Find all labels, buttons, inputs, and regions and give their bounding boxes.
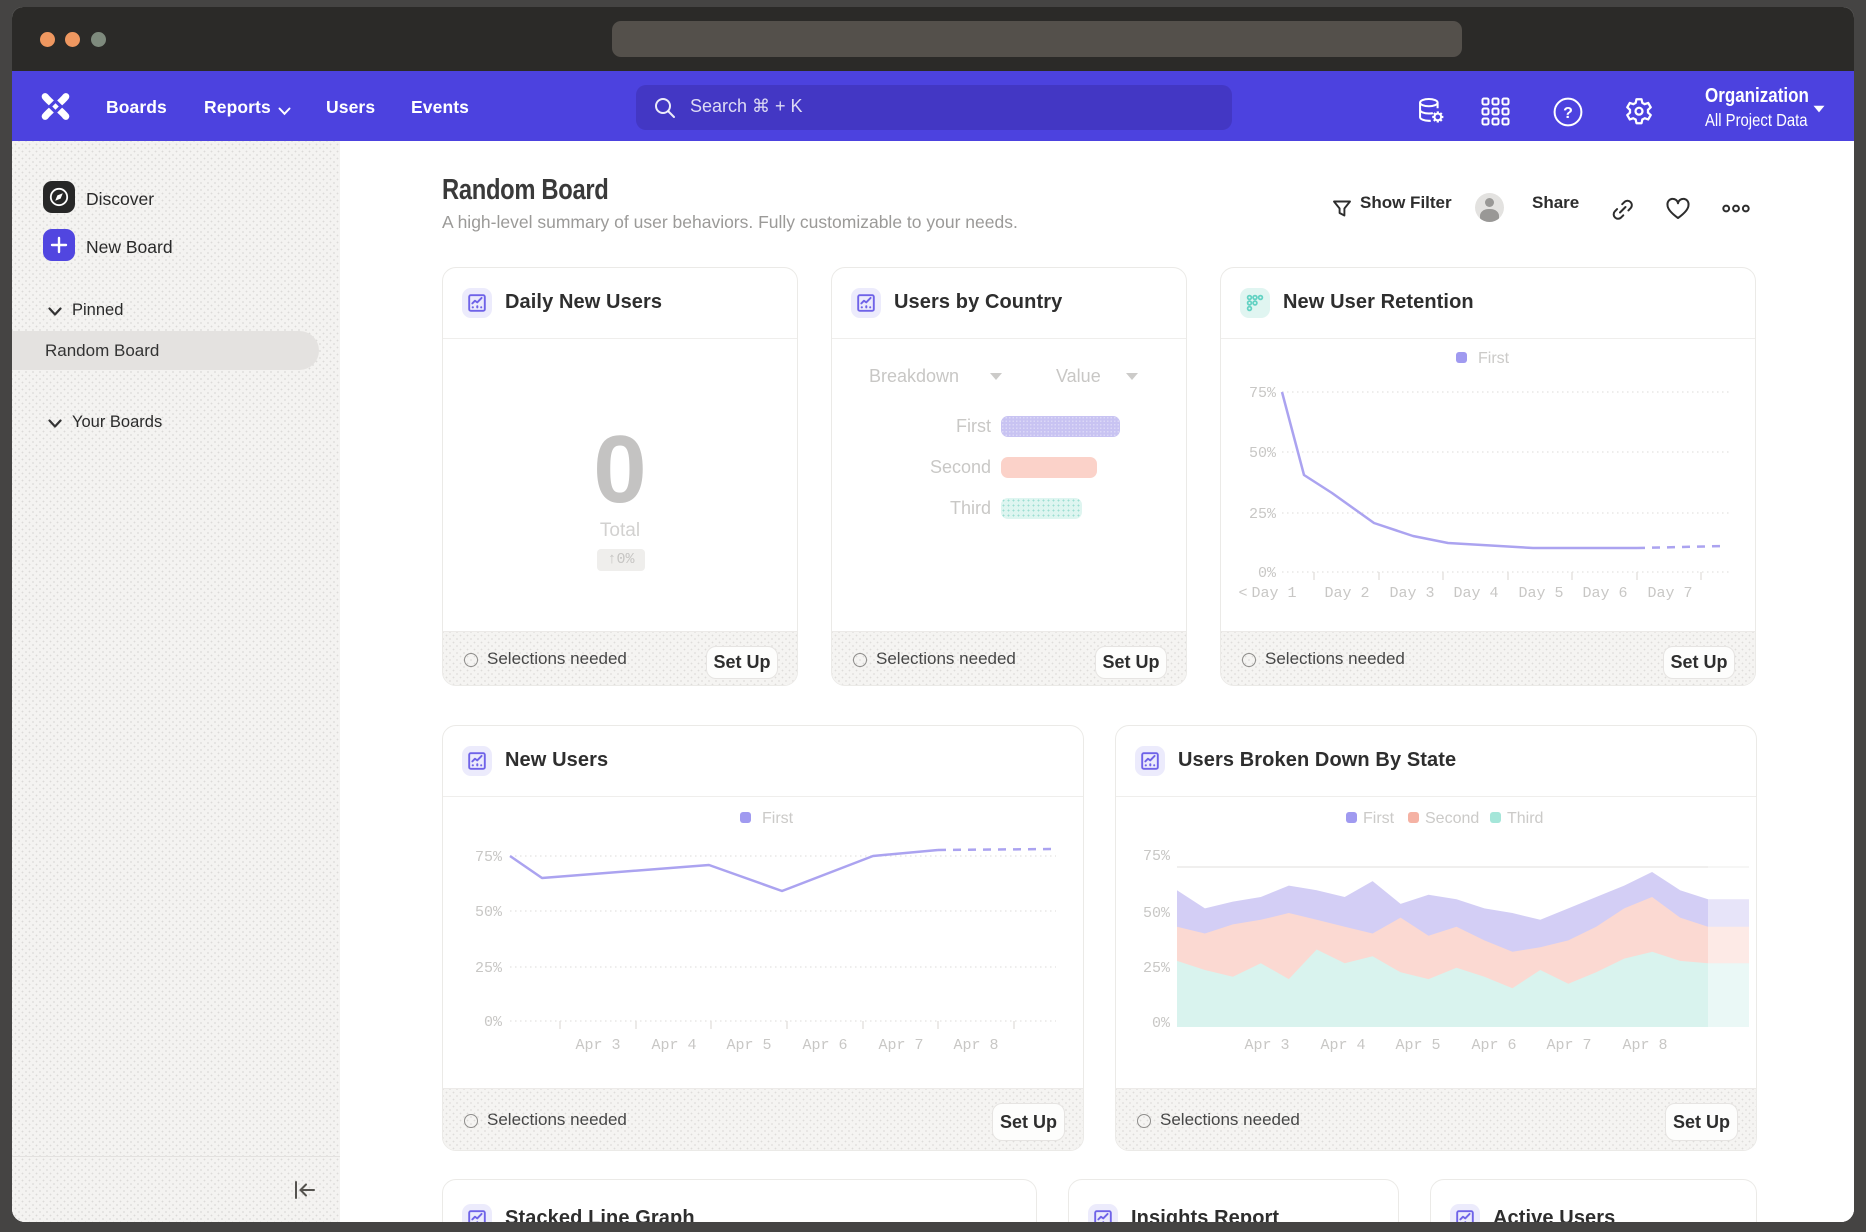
svg-text:First: First (762, 810, 794, 827)
svg-text:25%: 25% (1249, 506, 1277, 523)
svg-text:Apr 7: Apr 7 (878, 1037, 923, 1054)
svg-text:50%: 50% (475, 904, 503, 921)
svg-text:50%: 50% (1249, 445, 1277, 462)
svg-text:25%: 25% (1143, 960, 1171, 977)
svg-text:Apr 6: Apr 6 (802, 1037, 847, 1054)
svg-text:25%: 25% (475, 960, 503, 977)
svg-text:Apr 8: Apr 8 (1622, 1037, 1667, 1054)
svg-text:Day 1: Day 1 (1251, 585, 1296, 602)
svg-text:Apr 5: Apr 5 (726, 1037, 771, 1054)
svg-text:Day 4: Day 4 (1453, 585, 1498, 602)
svg-text:Third: Third (1507, 810, 1543, 827)
svg-text:?: ? (1563, 105, 1573, 122)
svg-text:Apr 3: Apr 3 (1244, 1037, 1289, 1054)
svg-text:Apr 6: Apr 6 (1471, 1037, 1516, 1054)
svg-text:0%: 0% (484, 1014, 503, 1031)
svg-text:First: First (1478, 350, 1510, 367)
svg-text:First: First (1363, 810, 1395, 827)
svg-text:Day 7: Day 7 (1647, 585, 1692, 602)
svg-text:Day 5: Day 5 (1518, 585, 1563, 602)
svg-text:Apr 8: Apr 8 (953, 1037, 998, 1054)
svg-text:Apr 7: Apr 7 (1546, 1037, 1591, 1054)
svg-text:75%: 75% (1143, 848, 1171, 865)
svg-text:Apr 4: Apr 4 (651, 1037, 696, 1054)
svg-text:Day 2: Day 2 (1324, 585, 1369, 602)
svg-text:Day 3: Day 3 (1389, 585, 1434, 602)
svg-text:Apr 4: Apr 4 (1320, 1037, 1365, 1054)
svg-text:75%: 75% (475, 849, 503, 866)
svg-text:Apr 5: Apr 5 (1395, 1037, 1440, 1054)
svg-text:0%: 0% (1258, 565, 1277, 582)
svg-text:75%: 75% (1249, 385, 1277, 402)
svg-text:Second: Second (1425, 810, 1479, 827)
svg-text:0%: 0% (1152, 1015, 1171, 1032)
svg-text:Day 6: Day 6 (1582, 585, 1627, 602)
svg-text:<: < (1238, 585, 1247, 602)
svg-text:Apr 3: Apr 3 (575, 1037, 620, 1054)
svg-text:50%: 50% (1143, 905, 1171, 922)
